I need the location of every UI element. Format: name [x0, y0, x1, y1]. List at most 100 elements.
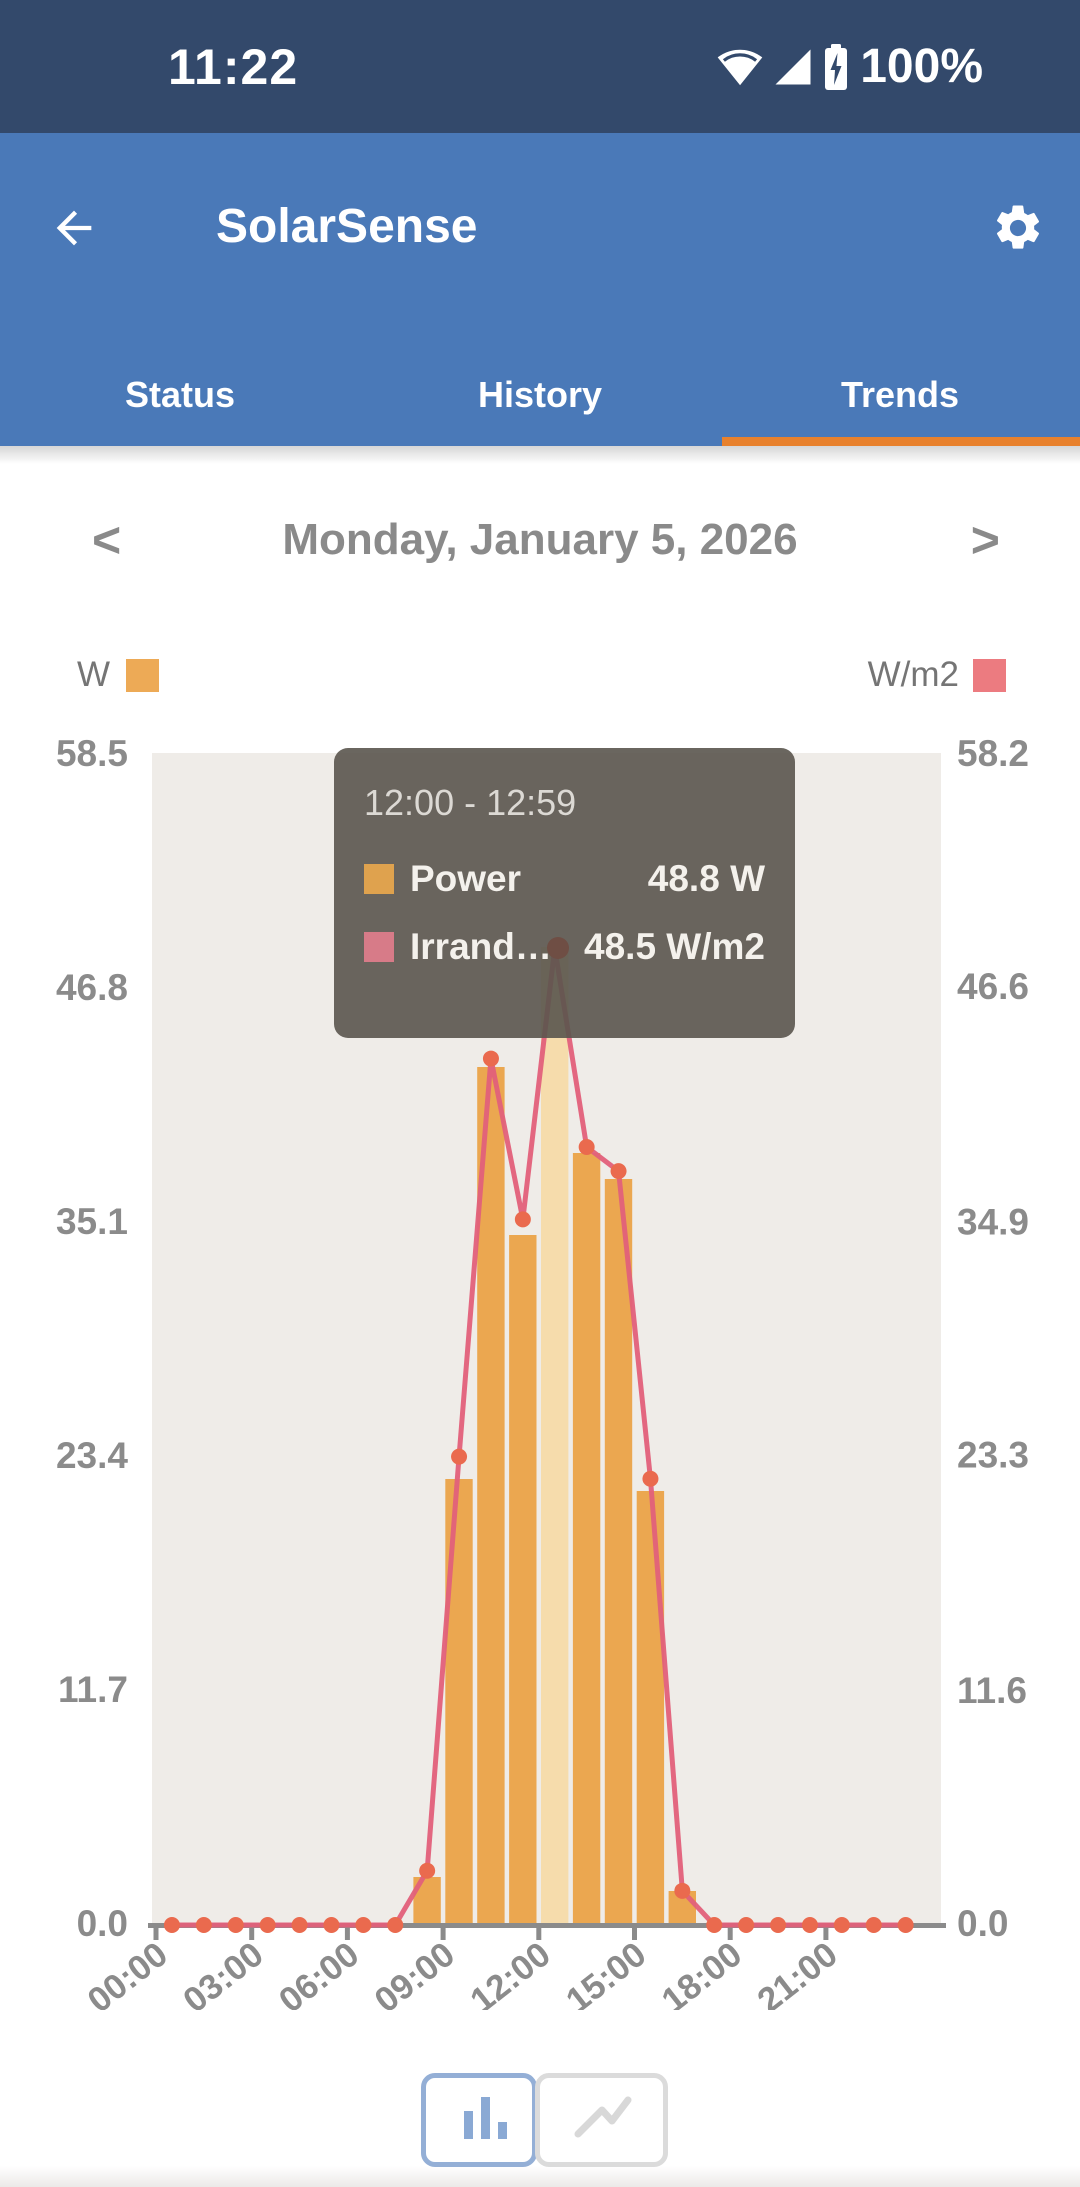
selected-point-marker: [547, 937, 569, 959]
left-axis-tick-label: 23.4: [56, 1435, 128, 1476]
irradiance-point: [865, 1917, 882, 1933]
x-axis-tick-label: 03:00: [176, 1935, 271, 2010]
header-shadow: [0, 446, 1080, 464]
irradiance-point: [706, 1917, 723, 1933]
tooltip-irradiance-label: Irrand…: [410, 926, 552, 967]
right-axis-tick-label: 23.3: [957, 1435, 1029, 1476]
wifi-icon: [717, 44, 763, 90]
irradiance-point: [227, 1917, 244, 1933]
irradiance-point: [291, 1917, 308, 1933]
power-bar: [541, 947, 569, 1923]
left-axis-tick-label: 0.0: [77, 1903, 128, 1944]
irradiance-point: [514, 1211, 531, 1228]
tooltip-power-row: Power 48.8 W: [364, 858, 765, 900]
irradiance-point: [610, 1163, 627, 1180]
left-axis-tick-label: 11.7: [58, 1669, 128, 1710]
irradiance-point: [259, 1917, 276, 1933]
power-bar: [636, 1491, 665, 1923]
status-bar: 11:22 100%: [0, 0, 1080, 133]
irradiance-point: [897, 1917, 914, 1933]
right-axis-tick-label: 11.6: [957, 1670, 1027, 1711]
bottom-scroll-hint: [0, 2166, 1080, 2187]
battery-charging-icon: [823, 43, 849, 91]
tooltip-time-range: 12:00 - 12:59: [364, 782, 577, 823]
x-axis-tick-label: 12:00: [463, 1935, 558, 2010]
legend-power: W: [77, 655, 160, 694]
x-axis-tick-label: 00:00: [80, 1935, 175, 2010]
date-navigation: < Monday, January 5, 2026 >: [0, 505, 1080, 575]
tooltip-irradiance-row: Irrand… 48.5 W/m2: [364, 926, 765, 968]
right-axis-tick-label: 34.9: [957, 1201, 1029, 1242]
x-axis-line: [148, 1923, 946, 1928]
irradiance-point: [738, 1917, 755, 1933]
x-axis-tick: [823, 1923, 829, 1940]
chart-type-toggle: [421, 2073, 668, 2167]
irradiance-point: [387, 1917, 404, 1933]
x-axis-tick: [632, 1923, 637, 1940]
power-bar: [445, 1479, 473, 1923]
irradiance-point: [323, 1917, 340, 1933]
power-swatch: [126, 658, 160, 692]
irradiance-point: [163, 1917, 180, 1933]
tooltip-power-value: 48.8 W: [647, 858, 765, 899]
legend-irradiance: W/m2: [867, 655, 1006, 694]
cellular-signal-icon: [772, 46, 814, 88]
irradiance-point: [419, 1862, 436, 1879]
right-axis-tick-label: 0.0: [957, 1903, 1008, 1944]
previous-day-button[interactable]: <: [92, 512, 122, 568]
irradiance-point: [578, 1139, 595, 1156]
tooltip-power-label: Power: [410, 858, 522, 899]
back-arrow-icon[interactable]: [48, 202, 100, 254]
tooltip-irradiance-swatch: [364, 932, 394, 962]
irradiance-point: [355, 1917, 372, 1933]
left-axis-tick-label: 58.5: [56, 733, 128, 774]
irradiance-point: [195, 1917, 212, 1933]
bar-chart-toggle-button[interactable]: [421, 2073, 537, 2167]
right-axis-tick-label: 58.2: [957, 733, 1029, 774]
x-axis-tick: [249, 1923, 255, 1940]
line-chart-toggle-button[interactable]: [535, 2073, 668, 2167]
x-axis-tick: [536, 1923, 542, 1940]
power-bar: [477, 1067, 505, 1923]
legend-irradiance-label: W/m2: [867, 655, 959, 694]
tab-trends[interactable]: Trends: [840, 373, 960, 415]
x-axis-tick: [727, 1923, 733, 1940]
battery-percent: 100%: [860, 40, 983, 93]
x-axis-tick: [153, 1923, 159, 1940]
active-tab-indicator: [722, 437, 1080, 446]
tooltip-irradiance-value: 48.5 W/m2: [584, 926, 765, 967]
x-axis-tick: [344, 1923, 350, 1940]
line-chart-icon: [564, 2092, 640, 2149]
irradiance-point: [801, 1917, 818, 1933]
power-bar: [509, 1235, 537, 1923]
tab-status[interactable]: Status: [124, 373, 236, 415]
tooltip-power-swatch: [364, 864, 394, 894]
x-axis-tick-label: 09:00: [367, 1935, 462, 2010]
irradiance-swatch: [973, 658, 1006, 692]
irradiance-point: [833, 1917, 850, 1933]
left-axis-tick-label: 35.1: [56, 1201, 128, 1242]
x-axis-tick-label: 06:00: [272, 1935, 367, 2010]
chart-tooltip: 12:00 - 12:59 Power 48.8 W Irrand… 48.5 …: [334, 748, 795, 1038]
irradiance-point: [770, 1917, 787, 1933]
left-axis-tick-label: 46.8: [56, 967, 128, 1008]
bar-chart-icon: [449, 2091, 509, 2150]
next-day-button[interactable]: >: [970, 512, 1000, 568]
tab-bar: Status History Trends: [0, 343, 1080, 446]
page-title: SolarSense: [216, 200, 478, 253]
status-icons: 100%: [717, 0, 983, 133]
gear-icon[interactable]: [991, 201, 1045, 255]
power-bar: [572, 1153, 601, 1923]
x-axis-tick-label: 15:00: [559, 1935, 654, 2010]
irradiance-point: [482, 1050, 499, 1067]
app-bar: SolarSense Status History Trends: [0, 133, 1080, 446]
tab-history[interactable]: History: [477, 373, 603, 415]
irradiance-point: [674, 1882, 691, 1899]
clock: 11:22: [168, 38, 299, 95]
x-axis-tick: [440, 1923, 446, 1940]
x-axis-tick-label: 18:00: [655, 1935, 750, 2010]
current-date: Monday, January 5, 2026: [282, 515, 798, 564]
legend-power-label: W: [77, 655, 111, 694]
x-axis-tick-label: 21:00: [750, 1935, 845, 2010]
